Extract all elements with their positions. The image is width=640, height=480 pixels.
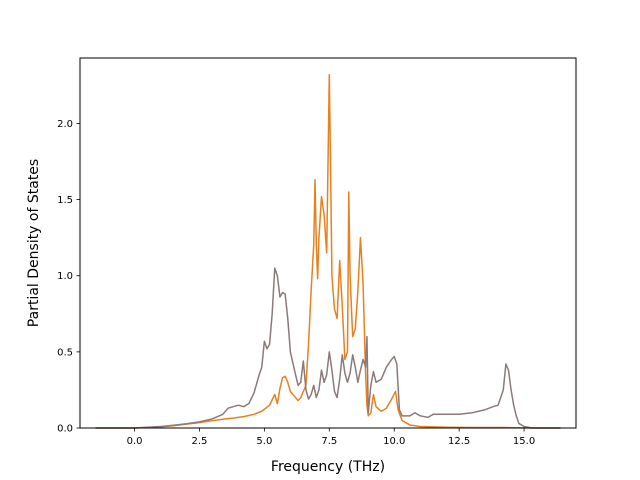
x-tick-label: 2.5 [192, 436, 208, 447]
y-tick-label: 1.0 [57, 271, 73, 282]
y-axis-ticks: 0.0 0.5 1.0 1.5 2.0 [57, 119, 80, 435]
y-axis-label: Partial Density of States [26, 159, 42, 327]
x-tick-label: 0.0 [127, 436, 143, 447]
x-axis-ticks: 0.0 2.5 5.0 7.5 10.0 12.5 15.0 [127, 428, 535, 447]
y-tick-label: 0.0 [57, 424, 73, 435]
y-tick-label: 0.5 [57, 347, 73, 358]
axes-frame [79, 57, 577, 429]
x-tick-label: 7.5 [321, 436, 337, 447]
series-line-1 [95, 74, 561, 429]
y-tick-label: 2.0 [57, 119, 73, 130]
x-tick-label: 12.5 [448, 436, 470, 447]
x-tick-label: 5.0 [256, 436, 272, 447]
x-tick-label: 15.0 [513, 436, 535, 447]
series-layer [95, 74, 561, 429]
x-axis-label: Frequency (THz) [271, 459, 385, 475]
y-tick-label: 1.5 [57, 195, 73, 206]
x-tick-label: 10.0 [383, 436, 405, 447]
series-line-2 [95, 267, 561, 429]
